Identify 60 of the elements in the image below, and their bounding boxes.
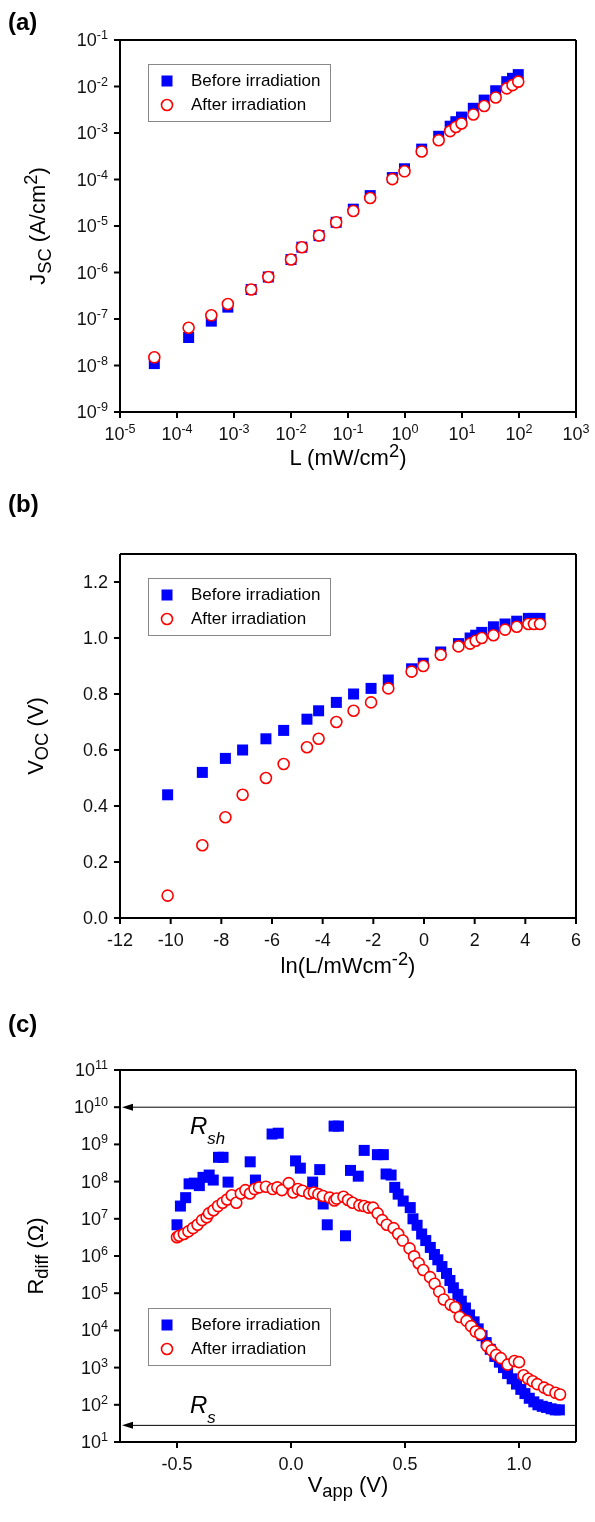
y-tick-label: 10$^{-1}$ bbox=[76, 28, 108, 50]
y-tick-label: 10$^{9}$ bbox=[80, 1132, 108, 1155]
chart-title: (c) bbox=[8, 1010, 38, 1038]
y-tick-label: 0.8 bbox=[82, 684, 108, 704]
y-tick-label: 10$^{-8}$ bbox=[76, 353, 108, 376]
y-tick-label: 10$^{1}$ bbox=[80, 1430, 108, 1452]
x-tick-label: -0.5 bbox=[161, 1454, 193, 1474]
legend-label: After irradiation bbox=[191, 94, 307, 116]
x-tick-label: 10$^{1}$ bbox=[448, 422, 476, 444]
y-tick-label: 1.0 bbox=[82, 628, 108, 648]
y-tick-label: 10$^{6}$ bbox=[80, 1244, 108, 1266]
y-tick-label: 10$^{3}$ bbox=[80, 1355, 108, 1378]
x-tick-label: -6 bbox=[263, 930, 281, 950]
y-tick-label: 10$^{-5}$ bbox=[76, 214, 108, 236]
x-tick-label: 10$^{-5}$ bbox=[104, 422, 136, 444]
x-tick-label: 10$^{3}$ bbox=[562, 422, 590, 444]
x-tick-label: 0 bbox=[418, 930, 430, 950]
y-tick-label: 10$^{5}$ bbox=[80, 1281, 108, 1304]
x-tick-label: 0.5 bbox=[392, 1454, 418, 1474]
y-tick-label: 10$^{11}$ bbox=[74, 1058, 108, 1080]
y-tick-label: 0.0 bbox=[82, 908, 108, 928]
legend-label: Before irradiation bbox=[191, 70, 321, 92]
x-tick-label: -2 bbox=[365, 930, 382, 950]
x-tick-label: 10$^{2}$ bbox=[505, 422, 533, 444]
y-tick-label: 10$^{8}$ bbox=[80, 1169, 108, 1192]
y-tick-label: 0.6 bbox=[82, 740, 108, 760]
y-tick-label: 10$^{2}$ bbox=[80, 1392, 108, 1415]
y-tick-label: 10$^{10}$ bbox=[73, 1095, 108, 1118]
legend-label: Before irradiation bbox=[191, 1314, 321, 1336]
x-tick-label: 1.0 bbox=[506, 1454, 532, 1474]
y-tick-label: 1.2 bbox=[82, 572, 108, 592]
legend-label: After irradiation bbox=[191, 1338, 307, 1360]
y-tick-label: 10$^{-2}$ bbox=[76, 74, 108, 97]
chart-title: (b) bbox=[8, 490, 39, 518]
y-tick-label: 10$^{-4}$ bbox=[76, 167, 108, 190]
y-tick-label: 10$^{-3}$ bbox=[76, 121, 108, 143]
x-tick-label: 2 bbox=[469, 930, 480, 950]
x-tick-label: 4 bbox=[520, 930, 531, 950]
x-tick-label: 6 bbox=[570, 930, 582, 950]
y-tick-label: 10$^{-7}$ bbox=[76, 307, 108, 329]
ref-line-label: R$_{sh}$ bbox=[190, 1112, 226, 1148]
x-tick-label: 0.0 bbox=[278, 1454, 304, 1474]
y-tick-label: 10$^{4}$ bbox=[80, 1318, 108, 1341]
x-axis-title: ln(L/mWcm$^{-2}$) bbox=[280, 948, 416, 979]
x-tick-label: 10$^{-4}$ bbox=[161, 422, 193, 444]
y-tick-label: 10$^{-6}$ bbox=[76, 260, 108, 283]
ref-line-label: R$_{s}$ bbox=[190, 1391, 217, 1427]
x-tick-label: -10 bbox=[157, 930, 184, 950]
y-tick-label: 10$^{-9}$ bbox=[76, 400, 108, 422]
chart-title: (a) bbox=[8, 8, 38, 36]
legend-label: Before irradiation bbox=[191, 584, 321, 606]
x-tick-label: -8 bbox=[213, 930, 230, 950]
x-tick-label: -12 bbox=[106, 930, 134, 950]
y-tick-label: 0.2 bbox=[82, 852, 108, 872]
y-tick-label: 10$^{7}$ bbox=[80, 1206, 108, 1229]
x-tick-label: -4 bbox=[314, 930, 331, 950]
y-tick-label: 0.4 bbox=[82, 796, 108, 816]
x-tick-label: 10$^{-3}$ bbox=[218, 422, 250, 444]
x-axis-title: V$_{app}$ (V) bbox=[307, 1472, 389, 1503]
legend-label: After irradiation bbox=[191, 608, 307, 630]
